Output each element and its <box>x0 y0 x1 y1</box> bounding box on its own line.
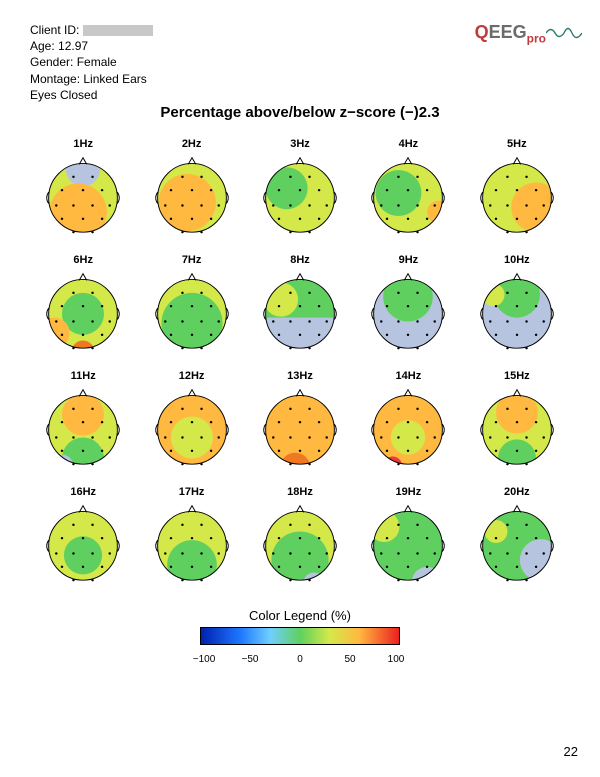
topomap-cell: 9Hz <box>363 254 453 352</box>
topomap-cell: 18Hz <box>255 486 345 584</box>
topomap-cell: 16Hz <box>38 486 128 584</box>
topomap-head <box>260 384 340 468</box>
topomap-cell: 8Hz <box>255 254 345 352</box>
topomap-label: 7Hz <box>182 254 202 266</box>
legend-tick: −100 <box>193 654 216 665</box>
topomap-head <box>43 500 123 584</box>
montage-row: Montage: Linked Ears <box>30 71 153 87</box>
topomap-cell: 3Hz <box>255 138 345 236</box>
topomap-cell: 19Hz <box>363 486 453 584</box>
topomap-grid: 1Hz 2Hz 3Hz 4Hz 5Hz 6Hz 7Hz 8Hz 9Hz 10Hz 11Hz 12Hz 1… <box>38 138 562 584</box>
topomap-head <box>152 152 232 236</box>
legend-colorbar <box>200 627 400 645</box>
age-value: 12.97 <box>58 39 88 53</box>
topomap-label: 17Hz <box>179 486 205 498</box>
topomap-head <box>477 384 557 468</box>
topomap-label: 8Hz <box>290 254 310 266</box>
topomap-cell: 6Hz <box>38 254 128 352</box>
topomap-head <box>477 500 557 584</box>
topomap-head <box>260 152 340 236</box>
topomap-cell: 4Hz <box>363 138 453 236</box>
topomap-cell: 1Hz <box>38 138 128 236</box>
topomap-head <box>477 152 557 236</box>
topomap-head <box>260 268 340 352</box>
logo-eeg: EEG <box>489 22 527 42</box>
topomap-head <box>152 384 232 468</box>
topomap-label: 1Hz <box>73 138 93 150</box>
qeegpro-logo: QEEGpro <box>475 22 582 46</box>
topomap-cell: 17Hz <box>146 486 236 584</box>
topomap-label: 3Hz <box>290 138 310 150</box>
topomap-cell: 15Hz <box>472 370 562 468</box>
client-info-block: Client ID: Age: 12.97 Gender: Female Mon… <box>30 22 153 103</box>
topomap-head <box>43 268 123 352</box>
topomap-label: 6Hz <box>73 254 93 266</box>
client-id-redacted <box>83 25 153 36</box>
legend-tick: 50 <box>344 654 355 665</box>
age-row: Age: 12.97 <box>30 38 153 54</box>
topomap-label: 13Hz <box>287 370 313 382</box>
topomap-label: 14Hz <box>396 370 422 382</box>
legend-title: Color Legend (%) <box>0 608 600 623</box>
topomap-head <box>368 500 448 584</box>
client-id-row: Client ID: <box>30 22 153 38</box>
gender-label: Gender: <box>30 55 77 69</box>
topomap-label: 4Hz <box>399 138 419 150</box>
logo-wave-icon <box>546 24 582 42</box>
topomap-label: 18Hz <box>287 486 313 498</box>
topomap-head <box>477 268 557 352</box>
topomap-cell: 12Hz <box>146 370 236 468</box>
topomap-label: 15Hz <box>504 370 530 382</box>
topomap-head <box>152 268 232 352</box>
topomap-cell: 10Hz <box>472 254 562 352</box>
topomap-label: 2Hz <box>182 138 202 150</box>
topomap-label: 19Hz <box>396 486 422 498</box>
logo-pro: pro <box>527 32 546 46</box>
topomap-cell: 5Hz <box>472 138 562 236</box>
topomap-label: 20Hz <box>504 486 530 498</box>
topomap-label: 12Hz <box>179 370 205 382</box>
page-title: Percentage above/below z−score (−)2.3 <box>0 104 600 121</box>
topomap-label: 16Hz <box>70 486 96 498</box>
topomap-head <box>43 384 123 468</box>
topomap-label: 9Hz <box>399 254 419 266</box>
topomap-label: 10Hz <box>504 254 530 266</box>
legend-tick: 100 <box>388 654 405 665</box>
client-id-label: Client ID: <box>30 23 83 37</box>
topomap-cell: 20Hz <box>472 486 562 584</box>
topomap-label: 5Hz <box>507 138 527 150</box>
legend-tick: −50 <box>242 654 259 665</box>
topomap-head <box>43 152 123 236</box>
gender-value: Female <box>77 55 117 69</box>
legend-tick: 0 <box>297 654 303 665</box>
topomap-label: 11Hz <box>71 370 96 382</box>
topomap-cell: 11Hz <box>38 370 128 468</box>
page-number: 22 <box>564 744 578 759</box>
topomap-head <box>152 500 232 584</box>
logo-q: Q <box>475 22 489 42</box>
eyes-row: Eyes Closed <box>30 87 153 103</box>
topomap-head <box>260 500 340 584</box>
age-label: Age: <box>30 39 58 53</box>
legend-ticks: −100−50050100 <box>200 654 400 668</box>
topomap-cell: 2Hz <box>146 138 236 236</box>
topomap-head <box>368 268 448 352</box>
montage-value: Linked Ears <box>83 72 146 86</box>
montage-label: Montage: <box>30 72 83 86</box>
topomap-head <box>368 384 448 468</box>
topomap-cell: 7Hz <box>146 254 236 352</box>
gender-row: Gender: Female <box>30 54 153 70</box>
color-legend: Color Legend (%) −100 −50 0 50 100 <box>0 608 600 668</box>
topomap-head <box>368 152 448 236</box>
topomap-cell: 14Hz <box>363 370 453 468</box>
topomap-cell: 13Hz <box>255 370 345 468</box>
